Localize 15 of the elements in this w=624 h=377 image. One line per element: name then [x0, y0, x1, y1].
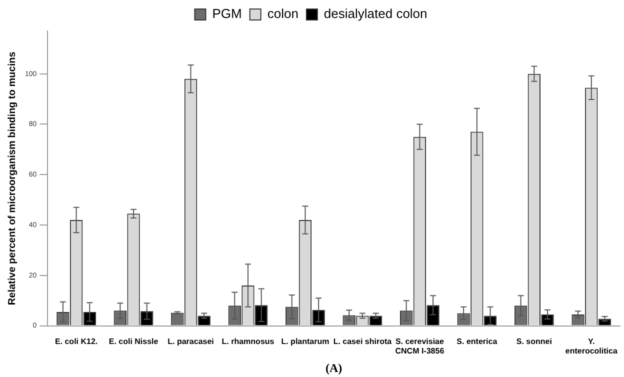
legend-label: PGM — [212, 6, 242, 22]
x-tick-label: L. casei shirota — [333, 336, 392, 346]
x-tick-label: S. sonnei — [516, 336, 552, 346]
x-tick-label: E. coli Nissle — [108, 336, 159, 346]
x-tick-label: S. enterica — [456, 336, 498, 346]
x-tick-label: L. plantarum — [281, 336, 330, 346]
y-axis-title: Relative percent of microorganism binding to mucins — [6, 51, 18, 306]
x-tick-label: L. rhamnosus — [222, 336, 275, 346]
x-tick-label: E. coli K12. — [54, 336, 98, 346]
x-tick-label: L. paracasei — [168, 336, 214, 346]
x-tick-label: Y. enterocolitica — [565, 336, 618, 356]
text: (A) — [326, 361, 342, 376]
legend-label: desialylated colon — [324, 6, 428, 22]
x-tick-label: S. cerevisiae CNCM I-3856 — [395, 336, 445, 356]
legend-label: colon — [267, 6, 298, 22]
